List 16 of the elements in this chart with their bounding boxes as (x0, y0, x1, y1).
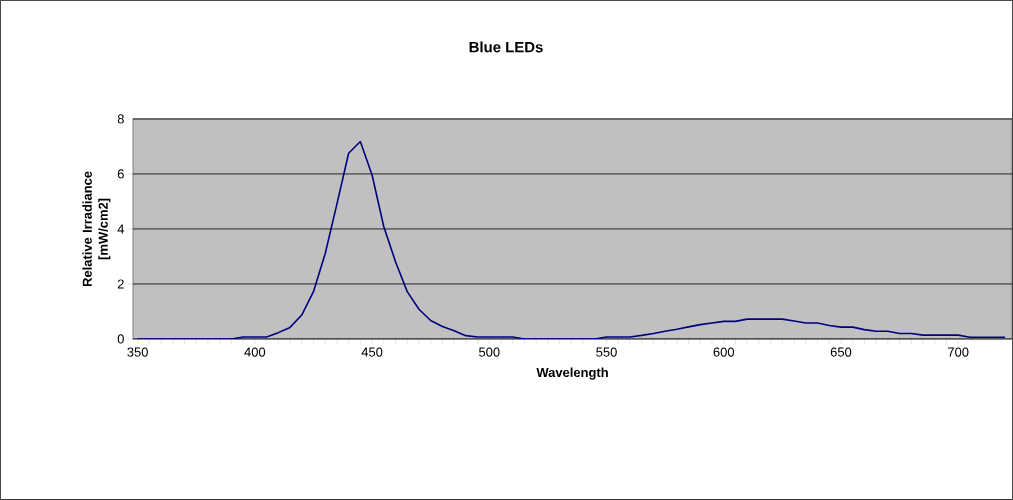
x-tick-label: 550 (596, 347, 617, 357)
x-tick-label: 350 (127, 347, 148, 357)
x-tick-label: 700 (948, 347, 969, 357)
y-tick-label: 8 (117, 114, 124, 124)
chart-title: Blue LEDs (469, 41, 543, 53)
x-tick-label: 400 (244, 347, 266, 357)
x-tick-label: 500 (479, 347, 500, 357)
x-tick-label: 650 (830, 347, 852, 357)
y-tick-label: 6 (117, 169, 124, 179)
x-tick-label: 450 (361, 347, 383, 357)
y-tick-label: 0 (117, 334, 124, 344)
x-tick-label: 600 (713, 347, 735, 357)
x-axis-title: Wavelength (536, 367, 608, 380)
y-tick-label: 2 (117, 279, 124, 289)
y-axis-title: Relative Irradiance [mW/cm2] (82, 171, 111, 287)
y-tick-label: 4 (117, 224, 125, 234)
